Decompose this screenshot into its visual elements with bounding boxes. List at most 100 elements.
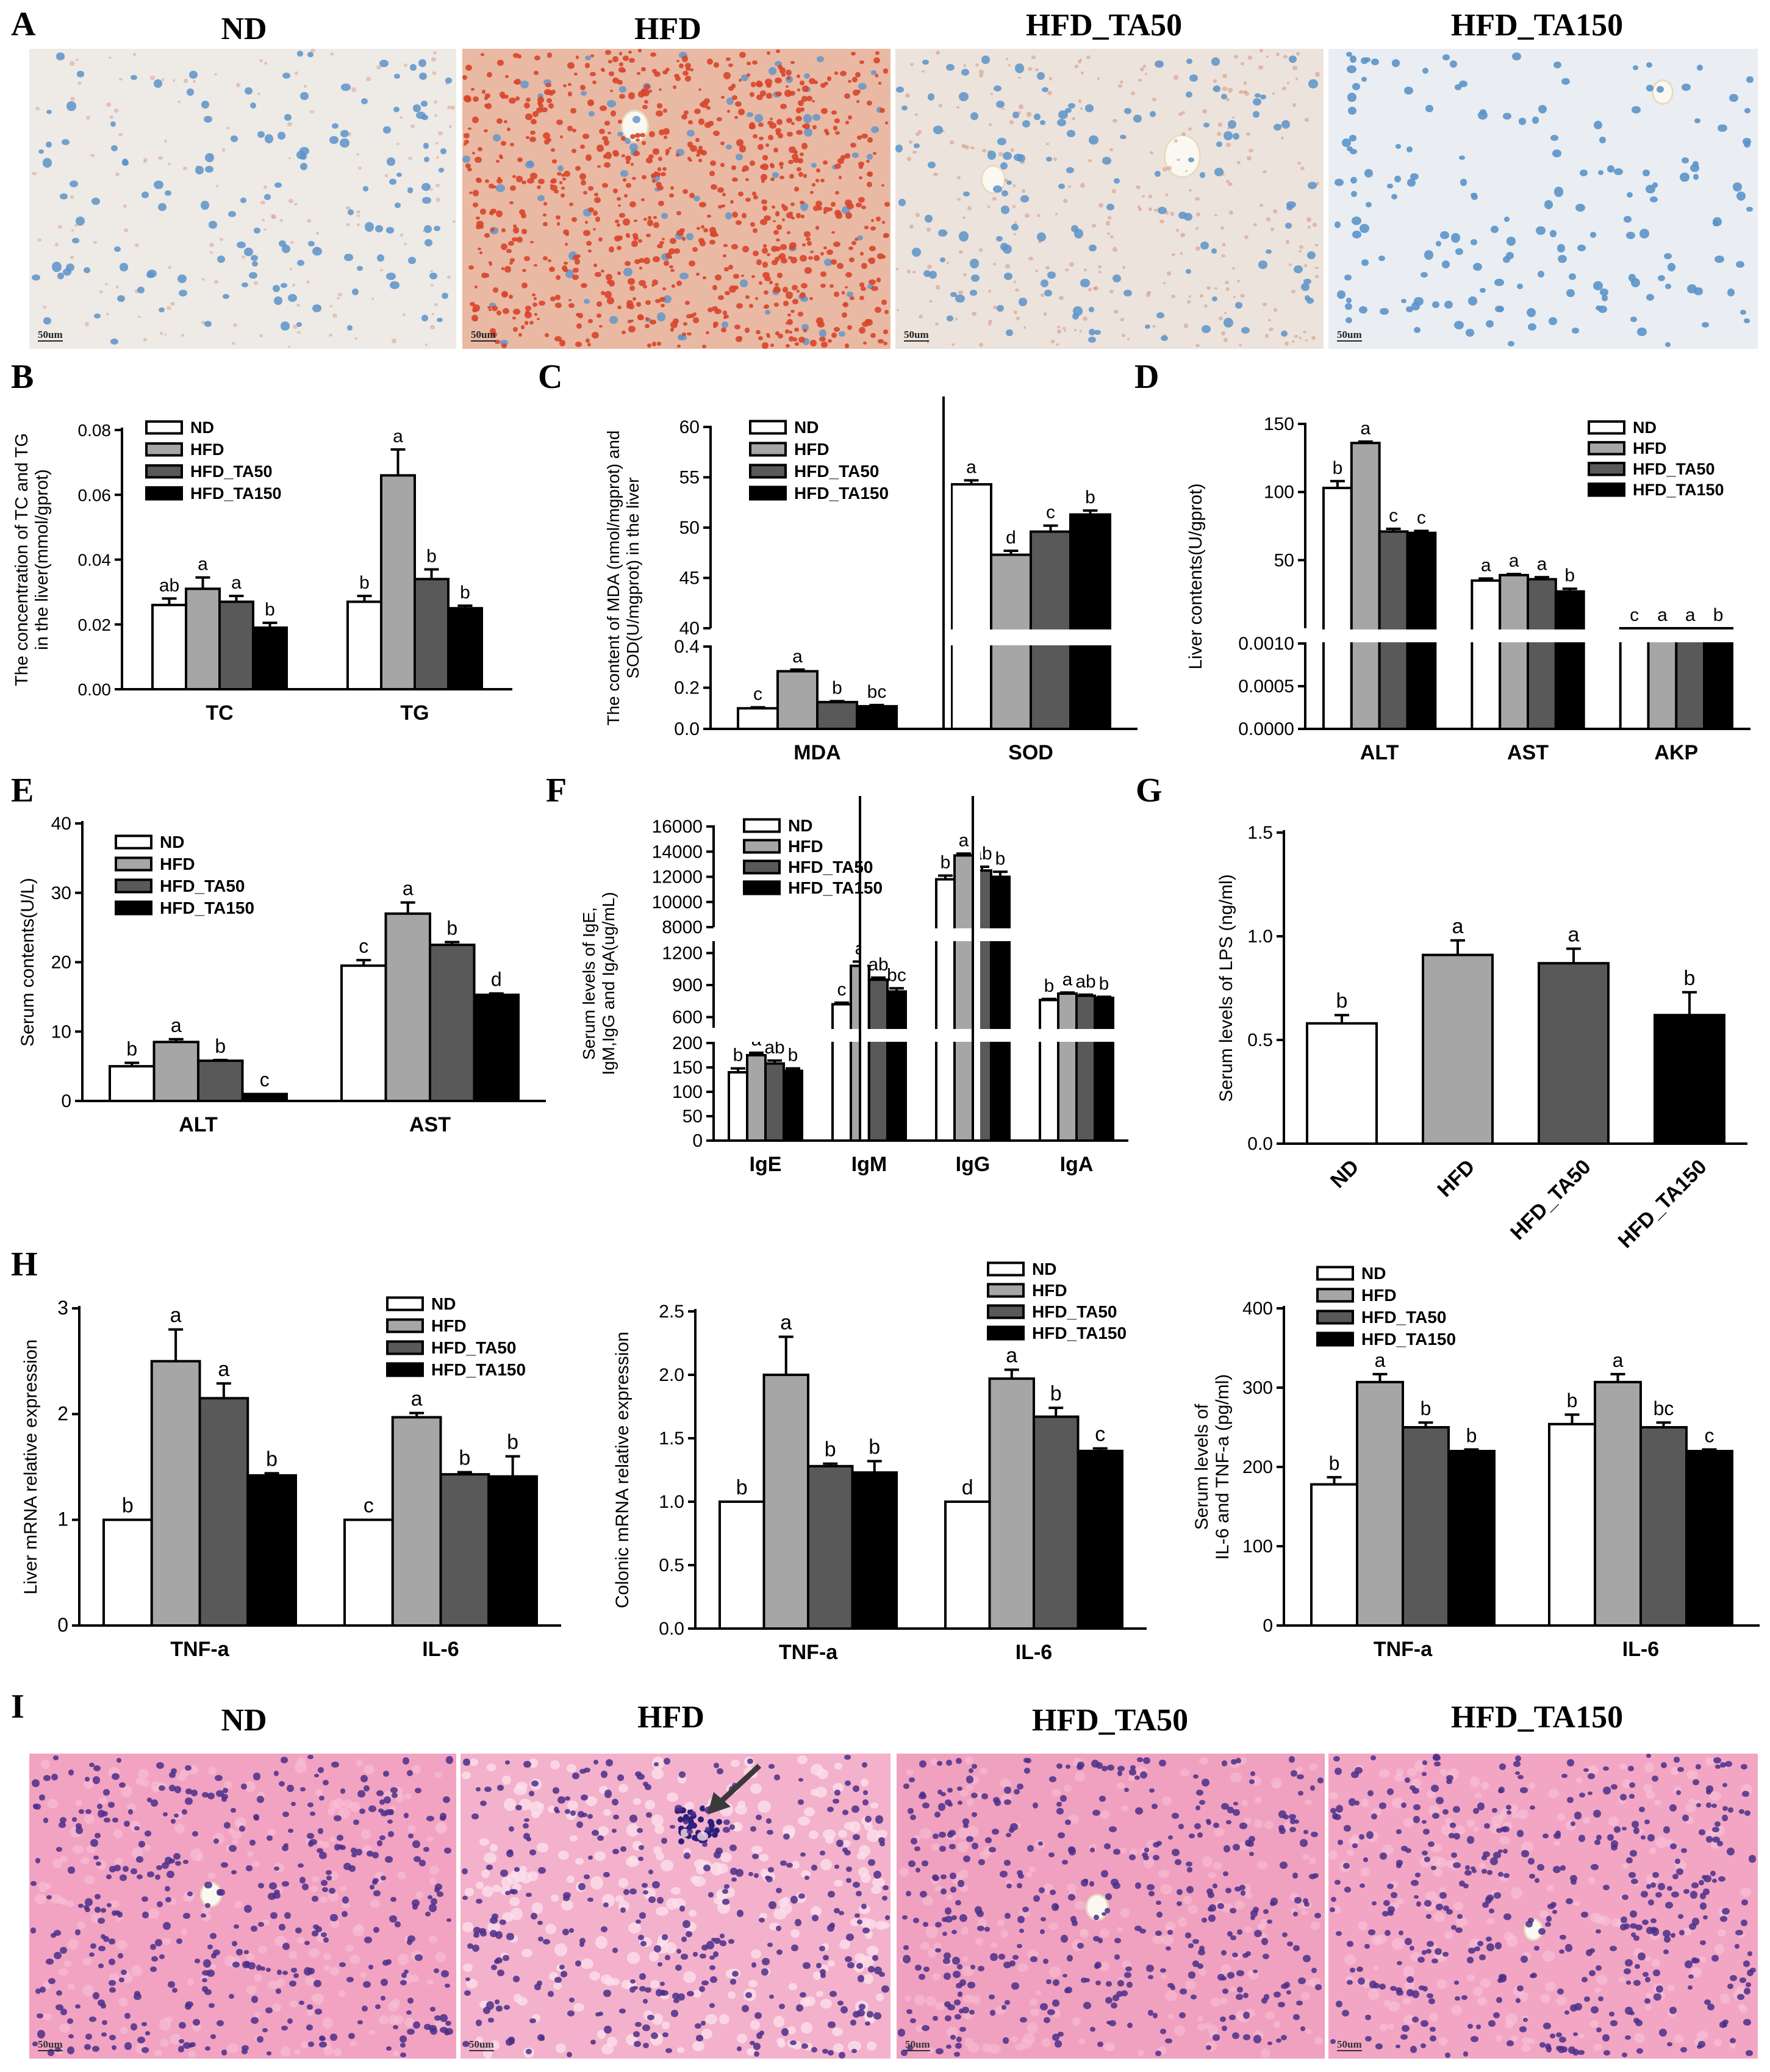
tissue-cell	[495, 2006, 503, 2012]
tissue-cell	[395, 1921, 401, 1927]
tissue-cell	[779, 1860, 787, 1866]
tissue-cell	[625, 138, 631, 145]
tissue-cell	[1015, 2043, 1025, 2051]
tissue-cell	[839, 1940, 850, 1950]
tissue-cell	[76, 1823, 82, 1829]
tissue-cell	[1315, 182, 1319, 186]
tissue-cell	[329, 52, 334, 56]
tissue-cell	[319, 2035, 325, 2041]
tissue-cell	[645, 317, 650, 321]
tissue-cell	[268, 1828, 276, 1835]
tissue-cell	[804, 231, 811, 237]
tissue-cell	[1234, 1901, 1245, 1909]
tissue-cell	[809, 296, 814, 300]
legend-swatch-hfd	[386, 1318, 424, 1333]
tissue-cell	[725, 212, 733, 220]
tissue-cell	[1094, 1961, 1102, 1968]
tissue-cell	[343, 1862, 352, 1870]
tissue-cell	[559, 340, 565, 346]
tissue-cell	[84, 322, 90, 327]
tissue-cell	[288, 345, 291, 348]
tissue-cell	[202, 1959, 211, 1968]
tissue-cell	[600, 1771, 607, 1778]
tissue-cell	[1468, 1948, 1476, 1954]
tissue-cell	[1565, 1898, 1573, 1904]
tissue-cell	[1297, 162, 1301, 165]
tissue-cell	[579, 84, 586, 91]
bar	[391, 1416, 442, 1627]
tissue-cell	[724, 267, 729, 271]
tissue-cell	[811, 1788, 819, 1796]
tissue-cell	[653, 256, 660, 262]
tissue-cell	[1434, 1761, 1441, 1767]
tissue-cell	[1314, 1912, 1321, 1919]
tissue-cell	[462, 1895, 468, 1900]
tissue-cell	[1284, 341, 1289, 346]
tissue-cell	[1704, 1999, 1711, 2006]
tissue-cell	[808, 256, 813, 260]
tissue-cell	[770, 245, 778, 253]
tissue-cell	[257, 1791, 265, 1799]
tissue-cell	[496, 184, 505, 192]
tissue-cell	[79, 1809, 84, 1815]
bar	[197, 1059, 244, 1102]
tissue-cell	[201, 1791, 209, 1798]
tissue-cell	[573, 254, 579, 260]
tissue-cell	[1139, 1928, 1146, 1934]
tissue-cell	[829, 1923, 835, 1928]
tissue-cell	[687, 156, 691, 160]
tissue-cell	[504, 120, 508, 123]
tissue-cell	[1644, 1955, 1651, 1962]
tissue-cell	[75, 59, 79, 61]
tissue-cell	[789, 331, 792, 334]
tissue-cell	[1577, 2049, 1585, 2056]
tissue-cell	[220, 1862, 228, 1868]
tissue-cell	[1633, 1827, 1640, 1834]
tissue-cell	[1009, 120, 1014, 125]
tissue-cell	[1348, 1798, 1356, 1807]
tissue-cell	[837, 2000, 844, 2006]
tissue-cell	[281, 1845, 289, 1852]
tissue-cell	[590, 2040, 597, 2045]
tissue-cell	[1459, 155, 1466, 160]
tissue-cell	[1060, 1935, 1069, 1943]
tissue-cell	[345, 1945, 354, 1952]
tissue-cell	[1001, 107, 1005, 110]
legend-label-hfd: HFD	[190, 440, 224, 459]
tissue-cell	[1195, 1789, 1204, 1796]
tissue-cell	[601, 290, 606, 295]
tissue-cell	[1173, 75, 1178, 80]
tissue-cell	[844, 285, 848, 289]
tissue-cell	[1113, 177, 1120, 184]
y-tick-label: 900	[672, 975, 703, 995]
tissue-cell	[1523, 2018, 1528, 2022]
tissue-cell	[1354, 1801, 1360, 1806]
inflammatory-cell	[680, 1807, 687, 1813]
tissue-cell	[1043, 2016, 1050, 2023]
tissue-cell	[177, 2046, 185, 2053]
tissue-cell	[1426, 1790, 1436, 1799]
tissue-cell	[1628, 1794, 1635, 1799]
tissue-cell	[700, 102, 704, 107]
tissue-cell	[1479, 1954, 1486, 1960]
tissue-cell	[772, 206, 775, 209]
tissue-cell	[1553, 1840, 1561, 1846]
tissue-cell	[1006, 1883, 1012, 1888]
tissue-cell	[1646, 62, 1653, 68]
tissue-cell	[715, 1863, 729, 1874]
tissue-cell	[336, 1834, 344, 1841]
tissue-cell	[509, 201, 514, 205]
tissue-cell	[1624, 216, 1632, 223]
tissue-cell	[745, 178, 749, 181]
tissue-cell	[257, 1946, 267, 1954]
tissue-cell	[430, 324, 435, 330]
tissue-cell	[731, 1970, 739, 1977]
tissue-cell	[451, 106, 455, 110]
tissue-cell	[312, 1896, 318, 1902]
tissue-cell	[1091, 1760, 1100, 1768]
tissue-cell	[547, 259, 551, 263]
tissue-cell	[524, 321, 529, 325]
tissue-cell	[561, 193, 565, 198]
tissue-cell	[209, 251, 213, 254]
tissue-cell	[1603, 1884, 1610, 1891]
